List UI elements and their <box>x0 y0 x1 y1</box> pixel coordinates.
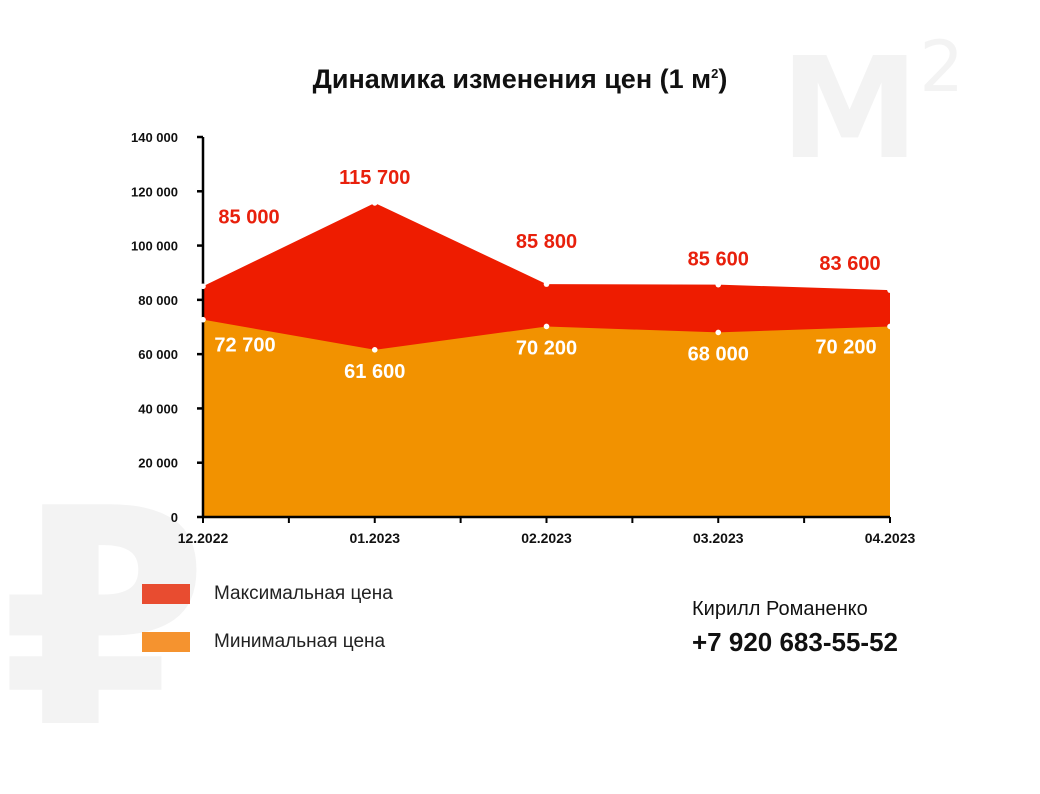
min-price-point <box>200 317 206 323</box>
y-tick-label: 0 <box>171 510 178 525</box>
min-price-label: 61 600 <box>344 361 405 383</box>
min-price-label: 70 200 <box>815 336 876 358</box>
min-price-label: 70 200 <box>516 337 577 359</box>
y-tick-label: 100 000 <box>131 239 178 254</box>
y-tick-label: 20 000 <box>138 456 178 471</box>
max-price-label: 83 600 <box>819 253 880 275</box>
min-price-point <box>544 324 550 330</box>
max-price-label: 115 700 <box>339 167 410 189</box>
max-price-label: 85 000 <box>218 206 279 228</box>
max-price-point <box>887 287 893 293</box>
y-tick-label: 60 000 <box>138 347 178 362</box>
y-tick-label: 120 000 <box>131 184 178 199</box>
x-tick-label: 02.2023 <box>521 530 572 546</box>
x-tick-label: 01.2023 <box>349 530 400 546</box>
min-price-label: 72 700 <box>214 335 275 357</box>
legend: Максимальная цена Минимальная цена <box>142 583 393 679</box>
y-tick-label: 140 000 <box>131 130 178 145</box>
legend-swatch-min <box>142 632 190 652</box>
contact-name: Кирилл Романенко <box>692 598 898 621</box>
legend-label-max: Максимальная цена <box>214 583 393 605</box>
max-price-point <box>372 200 378 206</box>
max-price-point <box>715 282 721 288</box>
min-price-point <box>372 347 378 353</box>
y-tick-label: 40 000 <box>138 401 178 416</box>
legend-item-min: Минимальная цена <box>142 631 393 653</box>
contact-phone: +7 920 683-55-52 <box>692 627 898 658</box>
contact-block: Кирилл Романенко +7 920 683-55-52 <box>692 598 898 658</box>
min-price-label: 68 000 <box>688 343 749 365</box>
x-tick-label: 12.2022 <box>178 530 229 546</box>
max-price-label: 85 600 <box>688 249 749 271</box>
max-price-point <box>544 281 550 287</box>
legend-label-min: Минимальная цена <box>214 631 385 653</box>
max-price-point <box>200 283 206 289</box>
legend-swatch-max <box>142 584 190 604</box>
x-tick-label: 03.2023 <box>693 530 744 546</box>
y-tick-label: 80 000 <box>138 293 178 308</box>
legend-item-max: Максимальная цена <box>142 583 393 605</box>
min-price-point <box>715 330 721 336</box>
x-tick-label: 04.2023 <box>865 530 916 546</box>
max-price-label: 85 800 <box>516 231 577 253</box>
min-price-point <box>887 324 893 330</box>
